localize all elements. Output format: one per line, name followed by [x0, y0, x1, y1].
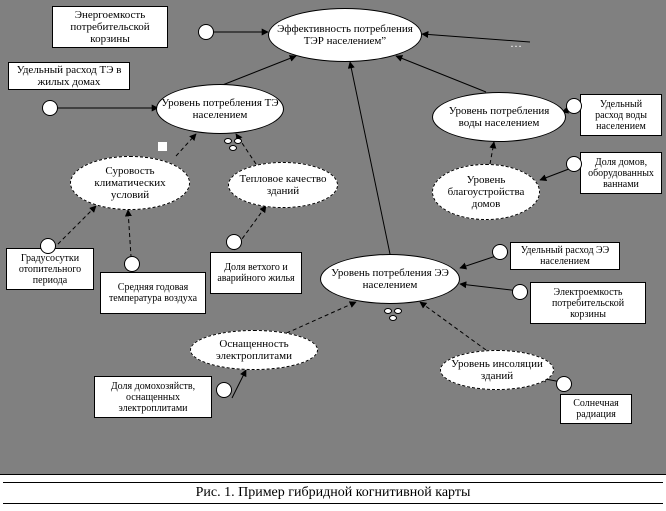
node-n_bathHouses: Доля домов, оборудованных ваннами [580, 152, 662, 194]
node-n_eeSpec: Удельный расход ЭЭ населением [510, 242, 620, 270]
edge-19 [350, 62, 390, 254]
node-n_avgTemp: Средняя годовая температура воздуха [100, 272, 206, 314]
node-n_insolation: Уровень инсоляции зданий [440, 350, 554, 390]
white-marker [158, 142, 167, 151]
figure-caption-bar: Рис. 1. Пример гибридной когнитивной кар… [0, 474, 666, 511]
edge-17 [420, 302, 486, 350]
node-n_hhStoves: Доля домохозяйств, оснащенных электропли… [94, 376, 212, 418]
indicator-circle-3 [566, 156, 582, 172]
indicator-circle-2 [566, 98, 582, 114]
node-n_waterLevel: Уровень потребления воды населением [432, 92, 566, 142]
indicator-circle-1 [42, 100, 58, 116]
edge-7 [220, 56, 296, 86]
edge-12 [490, 142, 494, 164]
cognitive-map-canvas: Эффективность потребления ТЭР населением… [0, 0, 666, 474]
indicator-circle-7 [492, 244, 508, 260]
indicator-circle-0 [198, 24, 214, 40]
node-n_waterSpec: Удельный расход воды населением [580, 94, 662, 136]
edge-2 [176, 134, 196, 156]
ellipsis-label: … [510, 36, 522, 51]
node-n_solar: Солнечная радиация [560, 394, 632, 424]
indicator-circle-4 [40, 238, 56, 254]
node-n_degreeDays: Градусосутки отопительного периода [6, 248, 94, 290]
node-n_teLevel: Уровень потребления ТЭ населением [156, 84, 284, 134]
node-n_teHouses: Удельный расход ТЭ в жилых домах [8, 62, 130, 90]
node-n_thermal: Тепловое качество зданий [228, 162, 338, 208]
node-n_energyBasket: Энергоемкость потребительской корзины [52, 6, 168, 48]
mini-ellipse-0-0 [224, 138, 232, 144]
edge-8 [396, 56, 486, 92]
indicator-circle-9 [216, 382, 232, 398]
mini-ellipse-0-2 [229, 145, 237, 151]
node-n_climate: Суровость климатических условий [70, 156, 190, 210]
node-n_stoves: Оснащенность электроплитами [190, 330, 318, 370]
indicator-circle-8 [512, 284, 528, 300]
mini-ellipse-1-0 [384, 308, 392, 314]
edge-15 [232, 370, 246, 398]
indicator-circle-6 [226, 234, 242, 250]
node-n_dilapidated: Доля ветхого и аварийного жилья [210, 252, 302, 294]
node-n_eff: Эффективность потребления ТЭР населением… [268, 8, 422, 62]
node-n_eeBasket: Электроемкость потребительской корзины [530, 282, 646, 324]
indicator-circle-10 [556, 376, 572, 392]
figure-caption: Рис. 1. Пример гибридной когнитивной кар… [3, 482, 663, 504]
mini-ellipse-0-1 [234, 138, 242, 144]
indicator-circle-5 [124, 256, 140, 272]
node-n_eeLevel: Уровень потребления ЭЭ населением [320, 254, 460, 304]
node-n_comfort: Уровень благоустройства домов [432, 164, 540, 220]
mini-ellipse-1-2 [389, 315, 397, 321]
mini-ellipse-1-1 [394, 308, 402, 314]
edge-16 [280, 302, 356, 336]
